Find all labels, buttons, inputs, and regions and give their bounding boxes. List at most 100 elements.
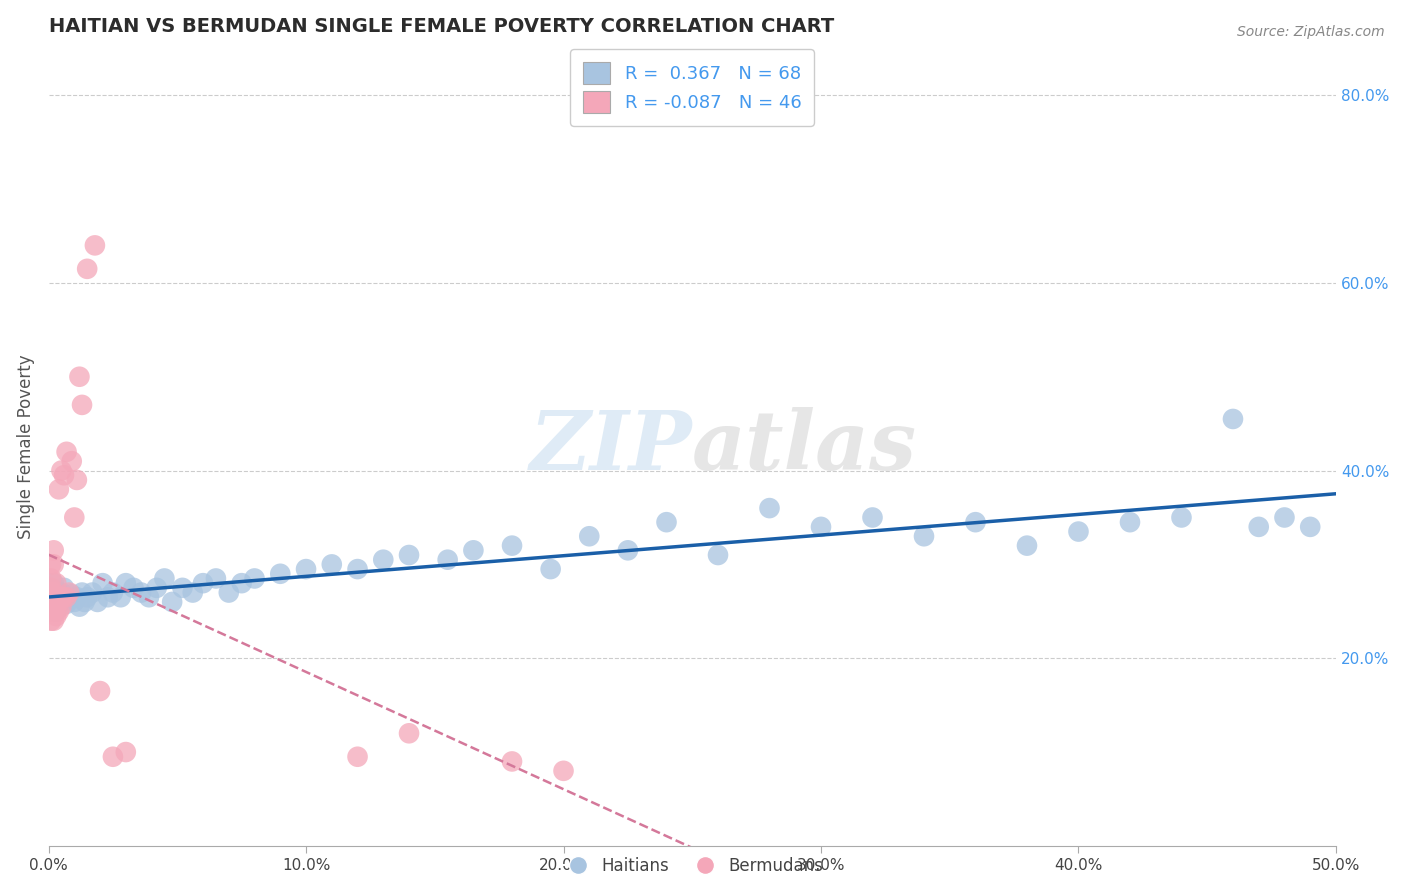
Y-axis label: Single Female Poverty: Single Female Poverty [17,355,35,540]
Point [39,581,62,595]
Point [73,595,96,609]
Point [172,581,194,595]
Point [48,585,70,599]
Point [48,591,70,605]
Legend: Haitians, Bermudans: Haitians, Bermudans [554,850,831,881]
Text: Source: ZipAtlas.com: Source: ZipAtlas.com [1237,25,1385,39]
Point [39,581,62,595]
Point [39,572,62,586]
Text: HAITIAN VS BERMUDAN SINGLE FEMALE POVERTY CORRELATION CHART: HAITIAN VS BERMUDAN SINGLE FEMALE POVERT… [49,17,834,36]
Point [39,599,62,614]
Point [55,445,77,459]
Point [70,585,93,599]
Point [463,543,485,558]
Point [60,454,83,468]
Point [83,238,105,252]
Point [578,529,600,543]
Point [42,576,65,591]
Point [63,510,86,524]
Point [69,599,91,614]
Point [269,566,291,581]
Point [398,548,420,562]
Point [66,591,89,605]
Point [97,591,120,605]
Point [160,595,183,609]
Point [373,552,395,566]
Point [48,599,70,614]
Point [53,468,76,483]
Point [153,572,176,586]
Point [39,597,62,611]
Point [89,684,111,698]
Point [51,595,73,609]
Point [862,510,884,524]
Point [218,585,240,599]
Text: ZIP: ZIP [530,407,692,487]
Point [63,595,86,609]
Point [45,576,67,591]
Point [501,755,523,769]
Point [39,558,62,572]
Point [45,591,67,605]
Point [51,464,73,478]
Point [39,591,62,605]
Point [110,591,132,605]
Point [51,591,73,605]
Point [45,599,67,614]
Point [42,604,65,618]
Point [42,558,65,572]
Point [501,539,523,553]
Point [39,614,62,628]
Point [69,369,91,384]
Point [122,581,145,595]
Point [55,591,77,605]
Point [1299,520,1322,534]
Point [39,595,62,609]
Point [45,591,67,605]
Point [48,604,70,618]
Point [138,591,160,605]
Point [129,585,152,599]
Point [205,572,228,586]
Point [66,473,89,487]
Point [60,587,83,601]
Point [101,585,124,599]
Point [810,520,832,534]
Point [53,591,76,605]
Point [39,604,62,618]
Point [617,543,640,558]
Point [45,609,67,624]
Point [58,585,80,599]
Point [145,581,167,595]
Point [965,515,987,529]
Point [912,529,935,543]
Text: atlas: atlas [692,407,917,487]
Point [436,552,458,566]
Point [1119,515,1142,529]
Point [398,726,420,740]
Point [51,599,73,614]
Point [655,515,678,529]
Point [91,576,114,591]
Point [321,558,343,572]
Point [58,592,80,607]
Point [48,483,70,497]
Point [231,576,253,591]
Point [86,595,108,609]
Point [76,591,98,605]
Point [51,585,73,599]
Point [42,595,65,609]
Point [1067,524,1090,539]
Point [114,745,136,759]
Point [53,591,76,605]
Point [553,764,575,778]
Point [82,585,104,599]
Point [295,562,318,576]
Point [346,749,368,764]
Point [243,572,266,586]
Point [42,595,65,609]
Point [45,604,67,618]
Point [76,261,98,276]
Point [346,562,368,576]
Point [101,749,124,764]
